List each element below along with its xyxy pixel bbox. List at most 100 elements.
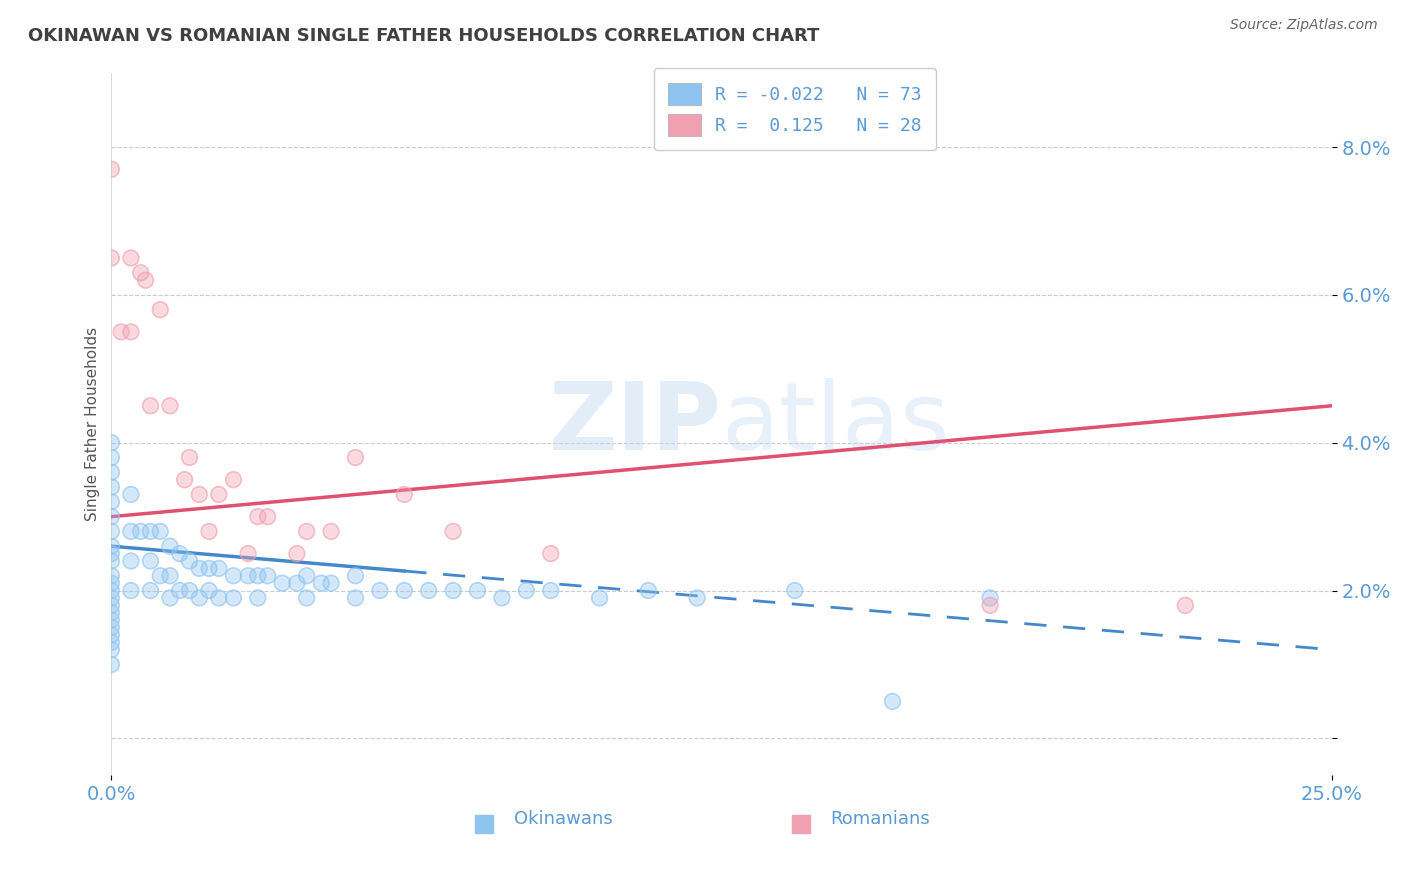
Point [139,554,162,568]
Point [100,576,122,591]
Point [295,524,318,539]
Point [100,509,122,524]
Point [100,480,122,494]
Point [100,642,122,657]
Point [256,568,278,582]
Point [319,576,342,591]
Point [100,613,122,627]
Point [149,524,172,539]
Point [588,591,610,605]
Point [100,599,122,613]
Point [222,473,245,487]
Legend: R = -0.022   N = 73, R =  0.125   N = 28: R = -0.022 N = 73, R = 0.125 N = 28 [654,68,936,150]
Point [120,251,142,265]
Text: Romanians: Romanians [831,811,931,829]
Point [368,583,391,598]
Text: atlas: atlas [721,378,950,470]
Point [236,547,259,561]
Point [139,524,162,539]
Point [120,325,142,339]
Point [188,561,211,575]
Point [100,628,122,642]
Point [368,583,391,598]
Point [515,583,537,598]
Point [100,591,122,605]
Text: Source: ZipAtlas.com: Source: ZipAtlas.com [1230,18,1378,32]
Point [344,450,367,465]
Point [222,568,245,582]
Point [100,642,122,657]
Point [179,554,201,568]
Point [129,266,152,280]
Point [208,591,231,605]
Point [100,606,122,620]
Point [139,554,162,568]
Point [344,591,367,605]
Point [979,591,1001,605]
Point [100,251,122,265]
Point [188,487,211,501]
Point [236,547,259,561]
Point [246,568,269,582]
Point [246,568,269,582]
Point [222,591,245,605]
Point [441,583,464,598]
Point [222,568,245,582]
Point [100,606,122,620]
Point [637,583,659,598]
Point [159,539,181,553]
Point [222,591,245,605]
Point [100,635,122,649]
Point [139,399,162,413]
Point [120,554,142,568]
Point [100,628,122,642]
Point [100,547,122,561]
Point [979,599,1001,613]
Point [311,576,333,591]
Point [139,399,162,413]
Point [100,435,122,450]
Point [295,568,318,582]
Point [100,524,122,539]
Point [441,524,464,539]
Point [120,251,142,265]
Point [285,547,308,561]
Point [179,583,201,598]
Point [256,509,278,524]
Point [540,583,562,598]
Point [588,591,610,605]
Point [394,487,416,501]
Point [208,591,231,605]
Point [169,547,191,561]
Point [120,524,142,539]
Point [159,399,181,413]
Point [100,576,122,591]
Point [394,487,416,501]
Point [188,561,211,575]
Point [295,568,318,582]
Point [100,539,122,553]
Point [110,325,132,339]
Point [159,399,181,413]
Point [540,583,562,598]
Point [188,591,211,605]
Point [120,554,142,568]
Point [100,162,122,177]
Point [1174,599,1197,613]
Point [100,465,122,479]
Point [271,576,294,591]
Point [169,583,191,598]
Point [110,325,132,339]
Point [173,473,195,487]
Point [159,539,181,553]
Point [271,576,294,591]
Point [222,473,245,487]
Point [100,635,122,649]
Point [149,302,172,317]
Point [246,591,269,605]
Point [129,266,152,280]
Point [149,568,172,582]
Point [100,583,122,598]
Point [236,568,259,582]
Point [100,524,122,539]
